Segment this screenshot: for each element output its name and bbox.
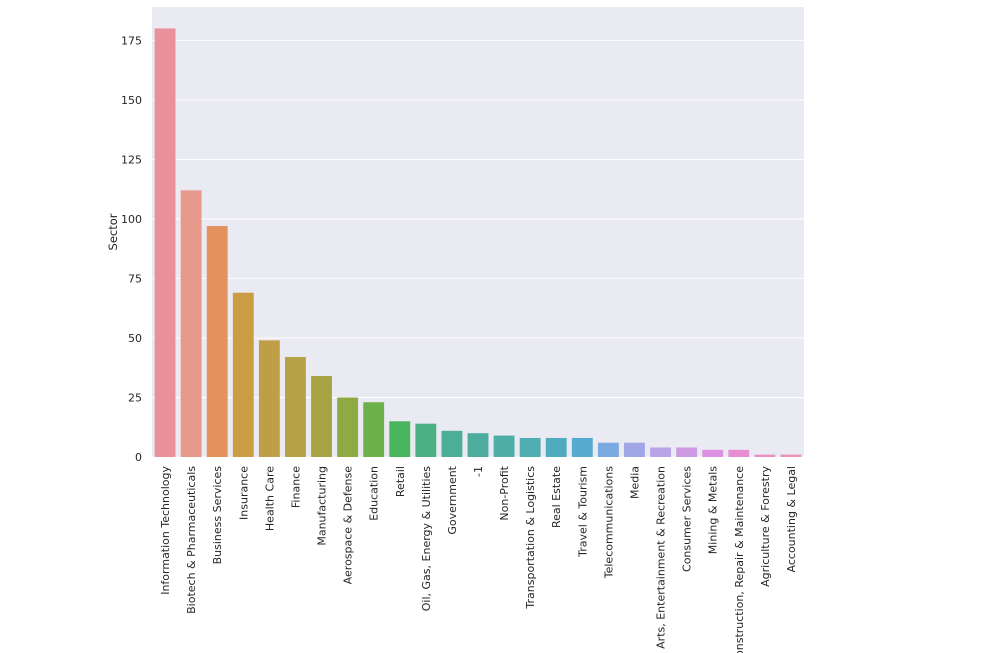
y-tick-label: 150 [121, 94, 142, 107]
bar [780, 454, 802, 457]
x-tick-label: Construction, Repair & Maintenance [733, 466, 746, 653]
x-tick-label: Telecommunications [602, 466, 615, 580]
bar [650, 447, 671, 457]
x-tick-label: Transportation & Logistics [524, 466, 537, 610]
x-tick-label: Insurance [237, 466, 250, 520]
bar [154, 28, 176, 458]
x-tick-label: Information Technology [159, 466, 172, 595]
bar [728, 449, 750, 457]
bar [467, 433, 489, 457]
x-tick-label: Business Services [211, 466, 224, 565]
x-tick-label: Media [628, 466, 641, 499]
bar [206, 226, 228, 457]
bar [441, 430, 463, 457]
x-tick-label: Agriculture & Forestry [759, 466, 772, 587]
x-tick-label: Non-Profit [498, 465, 511, 520]
y-tick-label: 175 [121, 34, 142, 47]
bar [597, 442, 619, 457]
y-tick-labels: 0 25 50 75 100 125 150 175 [121, 34, 142, 464]
x-tick-label: Oil, Gas, Energy & Utilities [420, 466, 433, 612]
y-tick-label: 50 [128, 332, 142, 345]
x-tick-label: Manufacturing [316, 466, 329, 546]
x-tick-label: Consumer Services [681, 466, 694, 572]
bar [702, 449, 724, 457]
y-axis-title: Sector [106, 213, 120, 250]
bar [389, 421, 411, 457]
bar [232, 292, 254, 457]
x-tick-labels: Information Technology Biotech & Pharmace… [159, 465, 798, 653]
bar [337, 397, 359, 457]
bar [180, 190, 202, 458]
y-tick-label: 0 [135, 451, 142, 464]
x-tick-label: -1 [472, 466, 485, 477]
x-tick-label: Education [368, 466, 381, 521]
y-tick-label: 75 [128, 272, 142, 285]
bar [258, 340, 280, 457]
y-tick-label: 100 [121, 213, 142, 226]
x-tick-label: Aerospace & Defense [342, 466, 355, 585]
bar [545, 437, 567, 457]
x-tick-label: Arts, Entertainment & Recreation [655, 466, 668, 649]
bar [285, 357, 306, 457]
x-tick-label: Health Care [263, 466, 276, 531]
bar [415, 423, 437, 457]
bar [754, 454, 776, 457]
bar [571, 437, 593, 457]
bar [493, 435, 515, 457]
x-tick-label: Government [446, 465, 459, 534]
y-tick-label: 25 [128, 391, 142, 404]
x-tick-label: Travel & Tourism [576, 466, 589, 558]
bar [519, 437, 541, 457]
bar [363, 402, 385, 457]
bar [624, 442, 645, 457]
x-tick-label: Finance [289, 466, 302, 508]
bar [311, 376, 332, 457]
x-tick-label: Accounting & Legal [785, 466, 798, 572]
x-tick-label: Retail [394, 466, 407, 497]
x-tick-label: Mining & Metals [707, 466, 720, 554]
bar [676, 447, 698, 457]
y-tick-label: 125 [121, 153, 142, 166]
x-tick-label: Real Estate [550, 466, 563, 528]
x-tick-label: Biotech & Pharmaceuticals [185, 466, 198, 614]
bars [154, 28, 802, 458]
